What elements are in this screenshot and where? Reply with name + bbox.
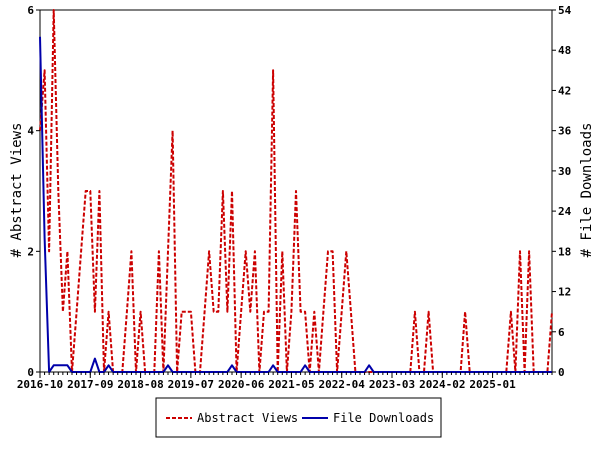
right-y-tick-label: 36 [558, 125, 572, 138]
legend: Abstract Views File Downloads [155, 397, 442, 438]
right-axis-title: # File Downloads [579, 123, 595, 258]
legend-label-abstract-views: Abstract Views [197, 411, 298, 425]
right-y-tick-label: 42 [558, 84, 571, 97]
x-axis: 2016-10 2017-09 2018-08 2019-07 2020-06 2021-… [17, 372, 553, 391]
legend-label-file-downloads: File Downloads [333, 411, 434, 425]
left-y-tick-label: 4 [27, 125, 34, 138]
x-tick-label: 2017-09 [67, 378, 113, 391]
x-tick-label: 2025-01 [469, 378, 516, 391]
right-y-tick-label: 6 [558, 326, 565, 339]
x-tick-label: 2022-04 [319, 378, 366, 391]
right-y-tick-label: 0 [558, 366, 565, 379]
plot-area [39, 9, 553, 373]
left-y-tick-label: 2 [27, 245, 34, 258]
right-y-tick-label: 24 [558, 205, 572, 218]
x-tick-label: 2023-03 [369, 378, 415, 391]
x-tick-label: 2019-07 [168, 378, 214, 391]
right-y-tick-label: 48 [558, 44, 571, 57]
right-y-tick-label: 18 [558, 245, 571, 258]
right-y-tick-label: 12 [558, 286, 571, 299]
x-tick-label: 2020-06 [218, 378, 265, 391]
series-line-abstract-views [39, 9, 553, 373]
right-y-tick-label: 30 [558, 165, 571, 178]
x-tick-label: 2021-05 [268, 378, 314, 391]
right-y-axis: 0 6 12 18 24 30 36 42 48 54 [552, 4, 572, 379]
x-tick-label: 2024-02 [419, 378, 465, 391]
left-y-axis: 0 2 4 6 [27, 4, 40, 379]
left-y-tick-label: 6 [27, 4, 34, 17]
left-y-tick-label: 0 [27, 366, 34, 379]
right-y-tick-label: 54 [558, 4, 572, 17]
legend-box [155, 397, 442, 438]
left-axis-title: # Abstract Views [9, 123, 25, 258]
x-tick-label: 2018-08 [117, 378, 163, 391]
x-tick-label: 2016-10 [17, 378, 63, 391]
